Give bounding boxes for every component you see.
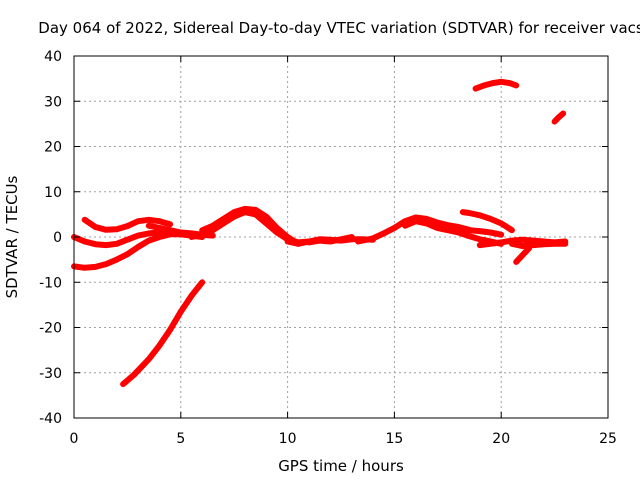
data-series-arc-13 [459,209,515,234]
data-series-arc-18 [551,110,567,125]
y-tick-label: -20 [39,321,62,337]
y-axis: -40 -30 -20 -10 0 10 20 30 40 [39,49,608,427]
series-group [71,78,569,388]
data-series-arc-9 [306,234,355,246]
chart-title: Day 064 of 2022, Sidereal Day-to-day VTE… [38,19,640,37]
x-tick-label: 0 [70,431,79,447]
y-tick-label: -40 [39,411,62,427]
data-series-arc-16 [513,245,532,265]
data-series-arc-3 [81,216,174,233]
data-series-arc-2 [71,231,195,271]
y-tick-label: -10 [39,275,62,291]
x-axis: 0 5 10 15 20 25 [70,56,617,447]
x-tick-label: 25 [599,431,617,447]
y-axis-label: SDTVAR / TECUs [3,175,21,298]
data-series-arc-17 [472,78,520,92]
x-tick-label: 5 [176,431,185,447]
y-tick-label: 20 [44,140,62,156]
y-tick-label: 40 [44,49,62,65]
data-series-arc-15 [508,240,569,250]
x-tick-label: 10 [279,431,297,447]
y-tick-label: 10 [44,185,62,201]
data-series-arc-7 [199,205,302,247]
y-tick-label: 0 [53,230,62,246]
x-tick-label: 15 [385,431,403,447]
x-axis-label: GPS time / hours [278,457,404,475]
y-tick-label: -30 [39,366,62,382]
data-series-arc-5 [120,279,206,388]
data-series-arc-12 [434,222,505,238]
y-tick-label: 30 [44,94,62,110]
x-tick-label: 20 [492,431,510,447]
